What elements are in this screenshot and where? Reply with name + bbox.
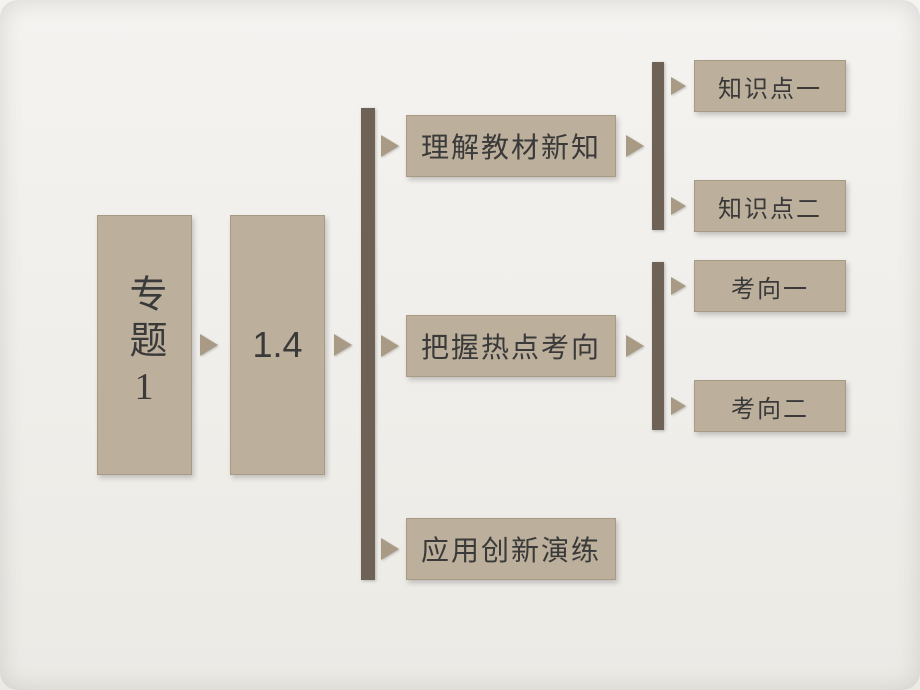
leaf-top-0: 知识点一 (694, 60, 846, 112)
leaf-mid-0: 考向一 (694, 260, 846, 312)
leaf-top-label-0: 知识点一 (718, 69, 822, 104)
mid-box-0: 理解教材新知 (406, 115, 616, 177)
arrow-bar2-to-leaf-0 (671, 77, 686, 95)
arrow-bar3-to-leaf-0 (671, 277, 686, 295)
leaf-top-label-1: 知识点二 (718, 189, 822, 224)
leaf-mid-label-1: 考向二 (731, 389, 809, 424)
root-label: 专题1 (117, 274, 172, 416)
section-label: 1.4 (252, 324, 302, 366)
mid-label-1: 把握热点考向 (421, 326, 601, 366)
leaf-top-1: 知识点二 (694, 180, 846, 232)
arrow-root-to-section (200, 334, 218, 356)
arrow-bar3-to-leaf-1 (671, 397, 686, 415)
leaf-mid-1: 考向二 (694, 380, 846, 432)
connector-bar-3 (652, 262, 664, 430)
mid-box-2: 应用创新演练 (406, 518, 616, 580)
connector-bar-1 (361, 108, 375, 580)
arrow-mid1-to-bar3 (626, 335, 644, 357)
section-box: 1.4 (230, 215, 325, 475)
arrow-section-to-bar1 (334, 334, 352, 356)
arrow-bar2-to-leaf-1 (671, 197, 686, 215)
arrow-bar1-to-mid-2 (381, 538, 399, 560)
leaf-mid-label-0: 考向一 (731, 269, 809, 304)
mid-label-2: 应用创新演练 (421, 529, 601, 569)
root-box: 专题1 (97, 215, 192, 475)
connector-bar-2 (652, 62, 664, 230)
arrow-bar1-to-mid-0 (381, 135, 399, 157)
arrow-bar1-to-mid-1 (381, 335, 399, 357)
mid-box-1: 把握热点考向 (406, 315, 616, 377)
mid-label-0: 理解教材新知 (421, 126, 601, 166)
arrow-mid0-to-bar2 (626, 135, 644, 157)
